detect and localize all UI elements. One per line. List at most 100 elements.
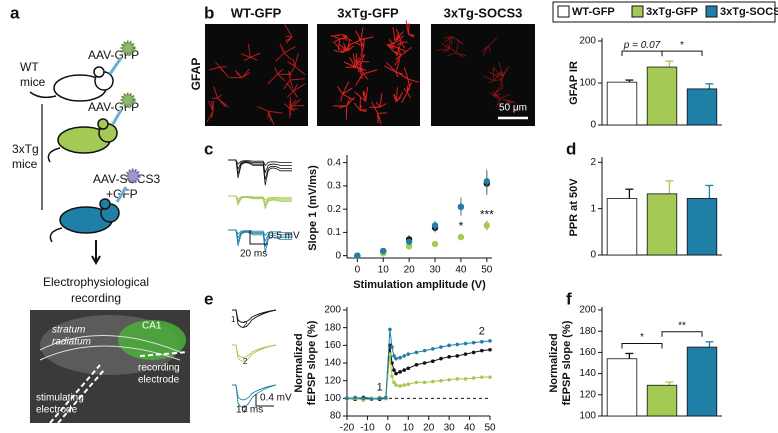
point	[384, 395, 388, 400]
y-tick-label: 200	[579, 36, 596, 47]
point	[431, 359, 435, 364]
image-title: 3xTg-GFP	[337, 5, 399, 20]
astrocyte	[355, 53, 370, 73]
y-axis-label: Normalized	[548, 333, 560, 392]
point	[398, 355, 402, 360]
point	[483, 222, 491, 229]
annotation: 2	[479, 326, 485, 338]
point	[480, 375, 484, 379]
bar	[606, 358, 638, 417]
trace	[228, 195, 292, 207]
point	[405, 243, 413, 250]
y-axis-label: Normalized	[293, 333, 305, 392]
slice-image	[30, 310, 190, 424]
point	[455, 377, 460, 381]
astrocyte	[443, 36, 464, 45]
point	[380, 247, 387, 255]
astrocyte	[286, 82, 306, 98]
y-tick-label: 120	[579, 389, 596, 400]
image-label: stimulating	[36, 393, 84, 404]
point	[463, 341, 468, 346]
astrocyte	[394, 46, 412, 66]
point	[455, 354, 460, 358]
image-label: electrode	[36, 405, 78, 416]
point	[455, 342, 460, 347]
astrocyte	[289, 96, 305, 119]
point	[431, 379, 435, 384]
y-tick-label: 1	[590, 203, 596, 214]
method-label: Electrophysiological	[43, 275, 149, 289]
point	[488, 339, 492, 343]
trace	[228, 195, 292, 204]
panel-label: d	[566, 139, 576, 158]
trace	[228, 159, 292, 174]
point	[422, 348, 427, 353]
x-tick-label: 0	[355, 265, 361, 276]
point	[405, 238, 413, 245]
point	[402, 368, 407, 372]
point	[431, 240, 439, 248]
trace	[232, 384, 277, 401]
point	[392, 380, 396, 385]
astrocyte	[355, 61, 378, 86]
group-label: 3xTg	[12, 142, 39, 156]
scale-bar	[255, 394, 274, 407]
scale-bar-label: 0.5 mV	[268, 231, 300, 242]
trace-mark: 2	[243, 320, 248, 329]
trace	[232, 309, 277, 323]
x-tick-label: 20	[423, 423, 435, 433]
significance-label: *	[640, 332, 644, 343]
astrocyte	[331, 34, 352, 42]
point	[414, 350, 419, 355]
significance-bracket	[621, 342, 663, 349]
trace	[228, 195, 292, 210]
x-axis-label: Stimulation amplitude (V)	[353, 279, 486, 291]
point	[447, 355, 451, 359]
y-axis-label: fEPSP slope (%)	[306, 320, 318, 405]
y-tick-label: 120	[324, 375, 341, 386]
trace	[232, 384, 277, 408]
y-tick-label: 140	[324, 358, 341, 369]
point	[392, 368, 396, 372]
y-tick-label: 2	[590, 157, 596, 168]
method-label: recording	[71, 291, 121, 305]
point	[457, 233, 465, 241]
point	[402, 383, 407, 387]
x-tick-label: 10	[378, 265, 390, 276]
point	[422, 380, 427, 385]
x-tick-label: 10	[403, 423, 415, 433]
trace	[228, 159, 292, 186]
astrocyte	[353, 97, 368, 112]
trace	[228, 229, 292, 237]
scale-bar	[249, 230, 268, 245]
x-tick-label: 50	[481, 265, 493, 276]
astrocyte	[501, 98, 518, 113]
legend-label: 3xTg-GFP	[646, 6, 698, 18]
panel-label: c	[204, 139, 213, 158]
image-label: stratum	[52, 325, 85, 336]
trace	[228, 229, 292, 253]
mouse	[29, 66, 114, 102]
point	[488, 375, 492, 379]
point	[447, 377, 451, 382]
bar	[686, 346, 718, 417]
point	[488, 347, 492, 352]
y-axis-label: PPR at 50V	[568, 178, 580, 237]
point	[414, 380, 419, 385]
point	[377, 396, 382, 401]
y-tick-label: 0	[590, 250, 596, 261]
y-tick-label: 0	[590, 120, 596, 131]
point	[361, 396, 366, 401]
point	[406, 366, 411, 371]
arrow	[91, 240, 101, 266]
group-label: WT	[20, 60, 39, 74]
line	[346, 345, 491, 400]
point	[480, 340, 484, 344]
x-tick-label: 30	[429, 265, 441, 276]
image-label: recording	[138, 363, 180, 374]
astrocyte	[447, 39, 467, 58]
annotation: 1	[377, 381, 383, 393]
astrocyte	[240, 43, 261, 62]
point	[345, 396, 349, 401]
